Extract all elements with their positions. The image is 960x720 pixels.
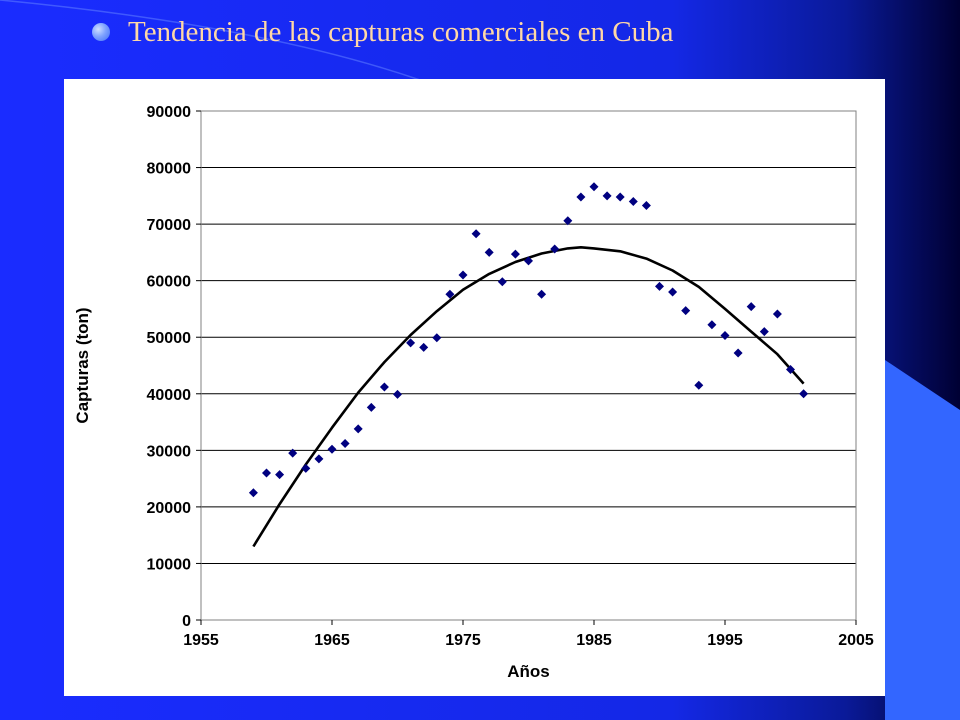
data-point [497,277,507,287]
data-point [602,191,612,201]
data-point [432,333,442,343]
data-point [458,270,468,280]
y-tick-label: 10000 [147,556,192,573]
data-point [393,389,402,399]
data-point [681,306,691,316]
data-point [340,439,350,449]
y-axis-label: Capturas (ton) [73,307,92,423]
data-point [759,327,769,337]
trend-line [252,246,805,548]
circle-bullet-icon [92,23,110,41]
data-point [262,468,271,478]
y-tick-label: 20000 [147,500,192,517]
data-point [576,192,586,202]
data-point [524,256,533,266]
data-point [550,244,560,254]
data-point [471,229,481,239]
data-point [366,402,376,412]
data-point [288,448,298,458]
x-tick-label: 1965 [314,632,350,649]
data-point [641,200,651,210]
scatter-chart: 0 10000 20000 30000 40000 50000 60000 70000 8000… [73,104,874,681]
data-point [445,289,455,299]
data-point [327,444,337,454]
x-tick-label: 1955 [183,632,219,649]
data-point [655,281,664,291]
x-tick-label: 1975 [445,632,481,649]
data-point [563,216,573,226]
x-tick-label: 1995 [707,632,743,649]
x-tick-label: 1985 [576,632,612,649]
data-point [406,338,416,348]
data-point [628,196,638,206]
trend-layer [252,246,805,548]
y-tick-label: 70000 [147,217,192,234]
data-point [707,320,717,330]
data-point [484,247,494,257]
data-point [720,331,730,341]
axis-ticks: 0 10000 20000 30000 40000 50000 60000 70000 8000… [147,104,874,649]
data-point [799,389,809,399]
data-point [589,182,599,192]
y-tick-label: 90000 [147,104,192,121]
data-point [668,287,678,297]
slide-title: Tendencia de las capturas comerciales en… [128,15,674,48]
chart-panel: 0 10000 20000 30000 40000 50000 60000 70000 8000… [64,79,885,696]
data-point [419,342,429,352]
point-layer [248,182,809,498]
data-point [275,470,285,480]
data-point [746,302,756,312]
y-tick-label: 60000 [147,274,192,291]
grid-lines [201,167,856,564]
slide-title-row: Tendencia de las capturas comerciales en… [92,10,674,54]
data-point [301,463,311,473]
y-tick-label: 50000 [147,330,192,347]
data-point [615,192,625,202]
y-tick-label: 80000 [147,161,192,178]
x-axis-label: Años [507,662,550,681]
data-point [786,364,795,374]
data-point [314,454,324,464]
data-point [379,382,389,392]
y-tick-label: 30000 [147,443,192,460]
x-tick-label: 2005 [838,632,874,649]
data-point [353,424,363,434]
y-tick-label: 0 [182,613,191,630]
data-point [248,488,258,498]
data-point [510,249,520,259]
plot-area-frame [200,110,857,621]
data-point [733,348,743,358]
y-tick-label: 40000 [147,387,192,404]
data-point [694,380,704,390]
data-point [537,289,547,299]
data-point [772,309,782,319]
